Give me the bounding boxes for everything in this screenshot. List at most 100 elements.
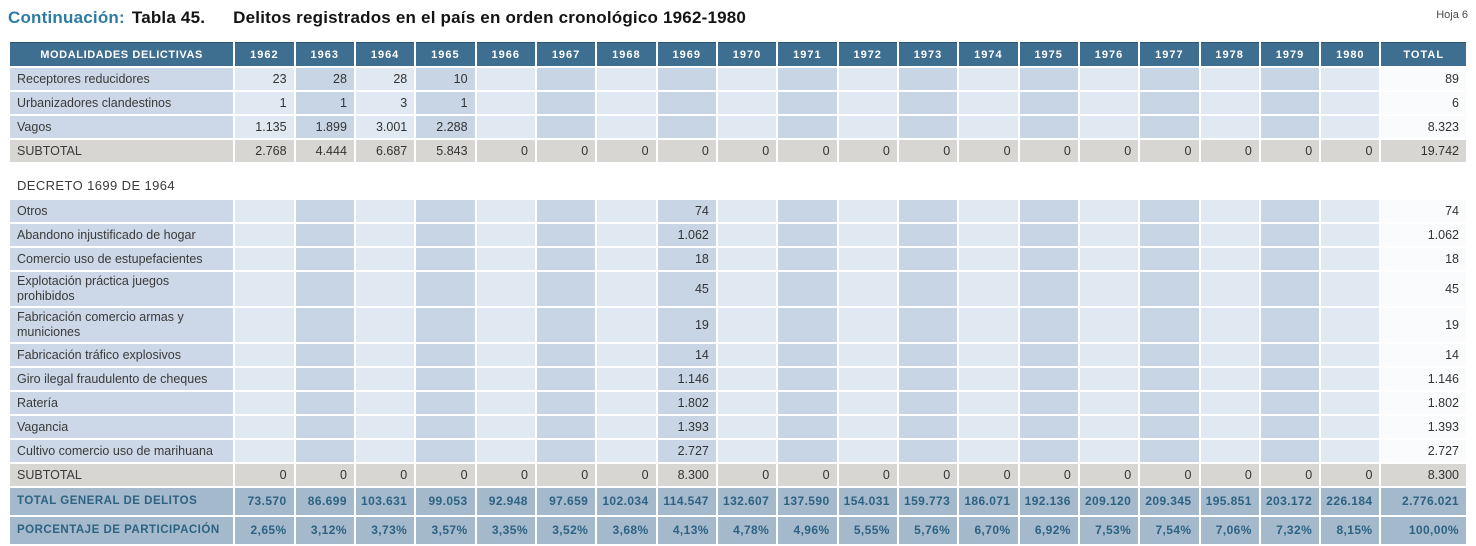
year-value-cell (355, 416, 415, 438)
year-value-cell: 195.851 (1200, 488, 1259, 515)
year-value-cell: 0 (1140, 140, 1199, 162)
year-value-cell (1260, 272, 1320, 306)
year-value-cell (1019, 68, 1078, 90)
year-value-cell (778, 344, 837, 366)
year-value-cell: 28 (295, 68, 354, 90)
sheet-number-label: Hoja 6 (1436, 9, 1468, 21)
row-label: Otros (10, 200, 234, 222)
column-header-year: 1975 (1019, 42, 1078, 66)
year-value-cell (235, 248, 294, 270)
total-value-cell: 100,00% (1381, 517, 1466, 544)
year-value-cell: 0 (717, 464, 777, 486)
year-value-cell (898, 416, 958, 438)
column-header-year: 1972 (838, 42, 897, 66)
year-value-cell (717, 224, 777, 246)
year-value-cell (416, 416, 475, 438)
column-header-year: 1965 (416, 42, 475, 66)
year-value-cell (476, 248, 535, 270)
year-value-cell (1321, 116, 1380, 138)
year-value-cell: 0 (1019, 464, 1078, 486)
year-value-cell (536, 68, 596, 90)
year-value-cell: 4,13% (657, 517, 716, 544)
year-value-cell: 3,73% (355, 517, 415, 544)
year-value-cell (597, 344, 656, 366)
total-value-cell: 89 (1381, 68, 1466, 90)
year-value-cell (898, 392, 958, 414)
year-value-cell (476, 344, 535, 366)
year-value-cell (1200, 308, 1259, 342)
year-value-cell (295, 272, 354, 306)
year-value-cell (597, 92, 656, 114)
year-value-cell (959, 272, 1018, 306)
year-value-cell: 10 (416, 68, 475, 90)
year-value-cell (898, 248, 958, 270)
column-header-modalidades: MODALIDADES DELICTIVAS (10, 42, 234, 66)
year-value-cell (838, 248, 897, 270)
year-value-cell: 86.699 (295, 488, 354, 515)
year-value-cell (1200, 392, 1259, 414)
year-value-cell (1079, 116, 1139, 138)
year-value-cell: 1 (235, 92, 294, 114)
crime-table: MODALIDADES DELICTIVAS 1962 1963 1964 1965 19… (8, 40, 1468, 546)
year-value-cell (597, 200, 656, 222)
year-value-cell (898, 68, 958, 90)
table-row: Ratería 1.802 1.802 (10, 392, 1466, 414)
year-value-cell: 1.899 (295, 116, 354, 138)
year-value-cell (1019, 344, 1078, 366)
year-value-cell: 103.631 (355, 488, 415, 515)
year-value-cell (1140, 308, 1199, 342)
year-value-cell: 0 (1321, 140, 1380, 162)
year-value-cell: 23 (235, 68, 294, 90)
year-value-cell (1079, 308, 1139, 342)
year-value-cell (959, 368, 1018, 390)
year-value-cell (778, 224, 837, 246)
row-label: PORCENTAJE DE PARTICIPACIÓN (10, 517, 234, 544)
year-value-cell: 102.034 (597, 488, 656, 515)
year-value-cell: 2,65% (235, 517, 294, 544)
year-value-cell (959, 92, 1018, 114)
row-label: Vagos (10, 116, 234, 138)
year-value-cell (416, 200, 475, 222)
table-number-label: Tabla 45. (131, 8, 206, 27)
year-value-cell (476, 440, 535, 462)
year-value-cell (1140, 68, 1199, 90)
year-value-cell (536, 272, 596, 306)
year-value-cell (235, 416, 294, 438)
year-value-cell: 7,06% (1200, 517, 1259, 544)
year-value-cell (355, 440, 415, 462)
column-header-year: 1962 (235, 42, 294, 66)
year-value-cell (235, 272, 294, 306)
year-value-cell (355, 224, 415, 246)
year-value-cell: 3 (355, 92, 415, 114)
year-value-cell: 1.135 (235, 116, 294, 138)
year-value-cell: 4,96% (778, 517, 837, 544)
year-value-cell (235, 440, 294, 462)
year-value-cell: 0 (838, 140, 897, 162)
total-value-cell: 1.062 (1381, 224, 1466, 246)
year-value-cell (898, 200, 958, 222)
grand-row: PORCENTAJE DE PARTICIPACIÓN 2,65% 3,12% 3,7… (10, 517, 1466, 544)
year-value-cell (1079, 416, 1139, 438)
year-value-cell (597, 272, 656, 306)
year-value-cell: 209.120 (1079, 488, 1139, 515)
year-value-cell (959, 416, 1018, 438)
year-value-cell: 226.184 (1321, 488, 1380, 515)
column-header-year: 1966 (476, 42, 535, 66)
year-value-cell (838, 224, 897, 246)
year-value-cell: 4,78% (717, 517, 777, 544)
year-value-cell (717, 308, 777, 342)
year-value-cell (1079, 344, 1139, 366)
year-value-cell: 28 (355, 68, 415, 90)
page-title: Delitos registrados en el país en orden … (233, 8, 747, 27)
year-value-cell (1019, 248, 1078, 270)
year-value-cell (1260, 440, 1320, 462)
year-value-cell (1260, 392, 1320, 414)
year-value-cell (959, 440, 1018, 462)
year-value-cell (898, 368, 958, 390)
year-value-cell (355, 200, 415, 222)
year-value-cell (898, 116, 958, 138)
year-value-cell: 0 (476, 464, 535, 486)
year-value-cell (1140, 368, 1199, 390)
continuation-label: Continuación: (8, 8, 125, 27)
year-value-cell (717, 272, 777, 306)
